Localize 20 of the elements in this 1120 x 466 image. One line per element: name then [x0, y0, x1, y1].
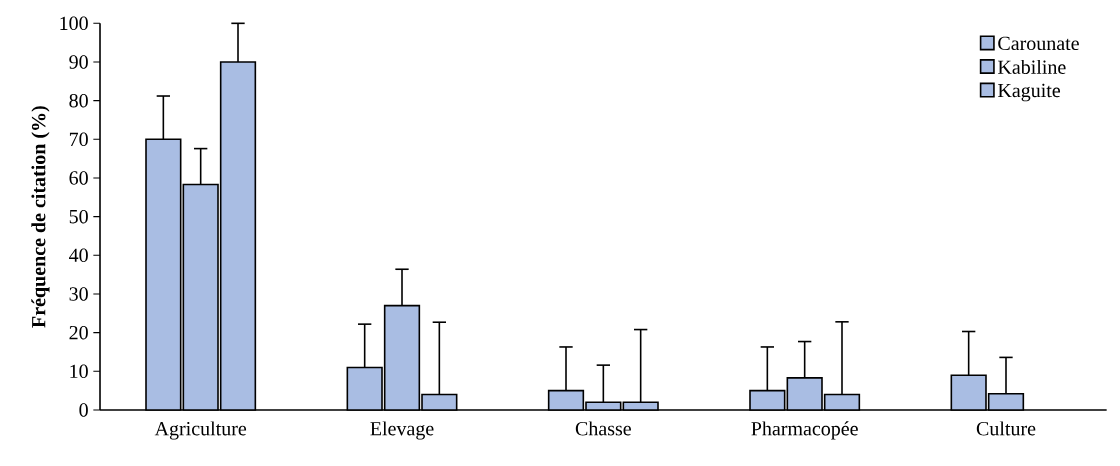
y-tick-label: 80: [69, 93, 88, 108]
legend-label: Carounate: [998, 36, 1079, 51]
x-tick-label: Pharmacopée: [751, 421, 858, 440]
y-tick-label: 10: [70, 364, 88, 379]
x-tick-label: Agriculture: [154, 421, 247, 440]
y-tick-label: 20: [69, 325, 88, 340]
y-tick-label: 40: [69, 248, 88, 263]
y-tick-label: 90: [69, 55, 88, 69]
y-axis-title: Fréquence de citation (%): [31, 106, 50, 328]
y-tick-label: 70: [69, 132, 88, 147]
legend-label: Kabiline: [997, 59, 1066, 74]
y-tick-label: 100: [60, 16, 88, 31]
x-tick-label: Elevage: [370, 421, 434, 440]
y-tick-label: 50: [69, 209, 88, 224]
y-tick-label: 60: [69, 171, 88, 185]
y-tick-label: 0: [79, 403, 88, 417]
x-tick-label: Chasse: [575, 421, 631, 436]
y-tick-label: 30: [69, 287, 88, 301]
legend-label: Kaguite: [997, 83, 1061, 102]
x-tick-label: Culture: [976, 421, 1036, 436]
